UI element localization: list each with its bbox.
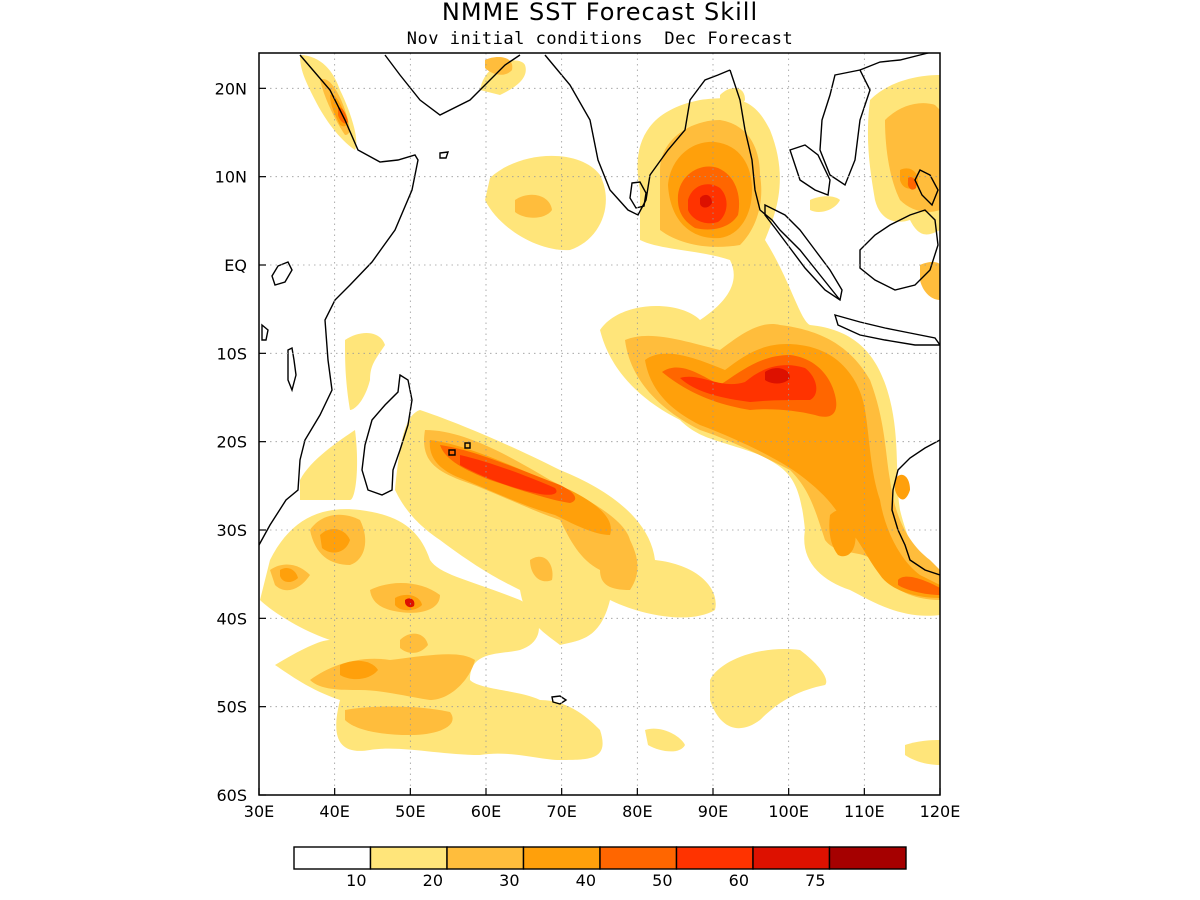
x-tick-label: 40E [319, 802, 349, 821]
x-tick-label: 110E [844, 802, 885, 821]
x-tick-label: 90E [698, 802, 728, 821]
colorbar-swatch [675, 846, 754, 870]
kerguelen-island [551, 695, 568, 705]
colorbar: 10 20 30 40 50 60 75 [293, 846, 907, 890]
x-tick-label: 60E [471, 802, 501, 821]
skill-level-6 [405, 194, 790, 608]
colorbar-label: 40 [576, 871, 596, 890]
y-tick-label: 60S [216, 786, 247, 805]
grid-lines [259, 53, 940, 795]
colorbar-swatch [293, 846, 372, 870]
y-tick-label: 50S [216, 698, 247, 717]
colorbar-swatch [369, 846, 448, 870]
comoros-island [271, 261, 293, 286]
y-tick-label: 20S [216, 433, 247, 452]
kenya-islet [261, 323, 269, 341]
australia-coast [891, 439, 940, 576]
y-tick-label: 40S [216, 609, 247, 628]
india-coast [544, 54, 731, 216]
map-title: NMME SST Forecast Skill [441, 0, 759, 26]
y-tick-label: 10N [215, 168, 247, 187]
x-tick-label: 100E [768, 802, 809, 821]
y-axis-labels: 20N 10N EQ 10S 20S 30S 40S 50S 60S [215, 79, 247, 805]
coastlines [259, 53, 940, 705]
colorbar-swatch [752, 846, 831, 870]
java [833, 313, 940, 346]
colorbar-swatch [599, 846, 678, 870]
plot-frame [258, 52, 941, 796]
map-subtitle: Nov initial conditions Dec Forecast [406, 29, 794, 49]
borneo [859, 209, 939, 291]
mauritius-island [464, 442, 471, 449]
colorbar-swatch [522, 846, 601, 870]
colorbar-swatch [828, 846, 907, 870]
x-tick-label: 50E [395, 802, 425, 821]
x-tick-label: 30E [244, 802, 274, 821]
colorbar-label: 60 [729, 871, 749, 890]
colorbar-label: 20 [423, 871, 443, 890]
sri-lanka [629, 181, 647, 209]
y-tick-label: 20N [215, 79, 247, 98]
x-tick-label: 80E [622, 802, 652, 821]
reunion-island [448, 449, 456, 456]
y-tick-label: EQ [224, 256, 247, 275]
colorbar-label: 30 [499, 871, 519, 890]
indochina [819, 69, 871, 187]
bay-of-bengal-east [729, 69, 841, 301]
east-africa-islet [287, 346, 297, 393]
philippines [914, 169, 939, 207]
skill-shading [260, 55, 940, 765]
somalia-island [439, 151, 450, 159]
colorbar-label: 50 [652, 871, 672, 890]
madagascar [361, 373, 413, 496]
africa-coast [259, 54, 419, 546]
x-tick-label: 120E [920, 802, 961, 821]
colorbar-swatch [446, 846, 525, 870]
x-axis-labels: 30E 40E 50E 60E 70E 80E 90E 100E 110E 120E [244, 802, 961, 821]
sumatra [764, 203, 843, 302]
arabia-coast [384, 54, 521, 116]
colorbar-label: 10 [346, 871, 366, 890]
malay-peninsula [789, 144, 831, 196]
y-tick-label: 30S [216, 521, 247, 540]
x-tick-label: 70E [546, 802, 576, 821]
axis-ticks [258, 87, 941, 796]
colorbar-label: 75 [805, 871, 825, 890]
y-tick-label: 10S [216, 344, 247, 363]
